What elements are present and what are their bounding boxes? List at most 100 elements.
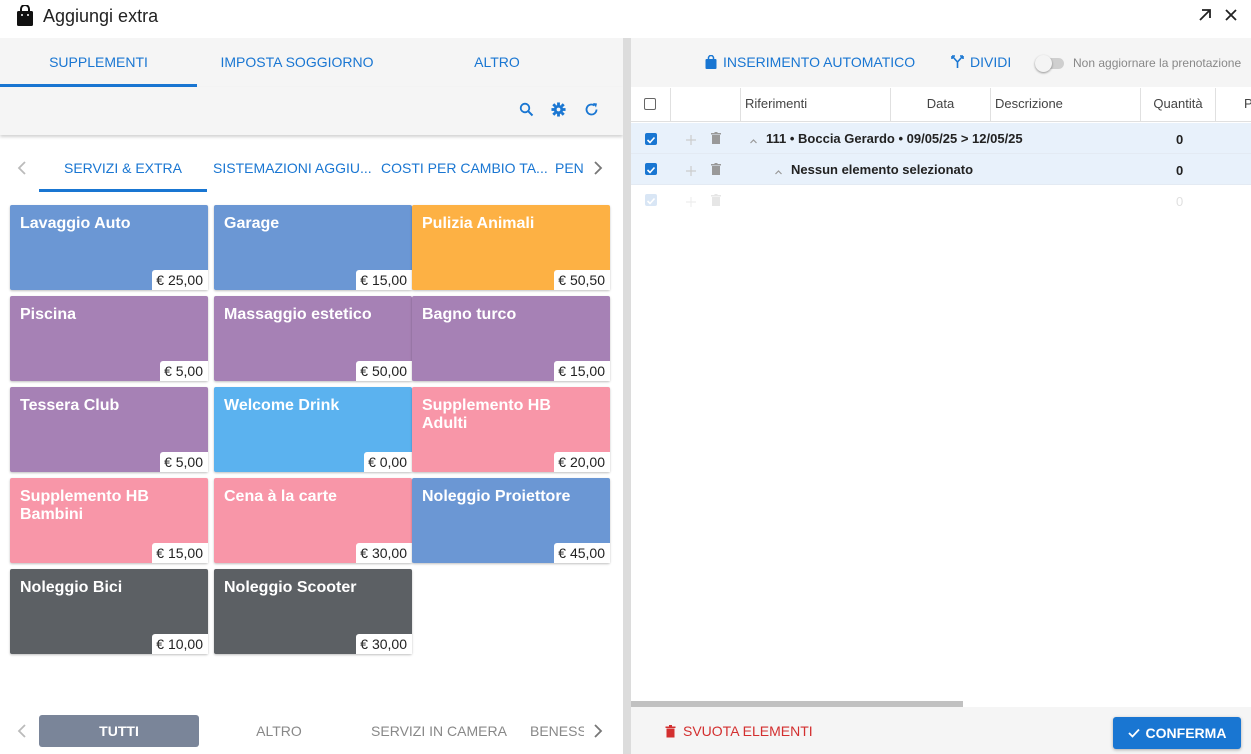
extra-price: € 0,00	[364, 452, 412, 472]
chevron-right-icon[interactable]	[592, 722, 604, 745]
extra-price: € 20,00	[554, 452, 610, 472]
row-quantity: 0	[1176, 132, 1184, 147]
column-descrizione[interactable]: Descrizione	[991, 88, 1141, 122]
extra-tile[interactable]: Noleggio Scooter € 30,00	[214, 569, 412, 654]
extra-tile[interactable]: Massaggio estetico € 50,00	[214, 296, 412, 381]
table-row[interactable]: Nessun elemento selezionato 0	[631, 154, 1251, 185]
tab-supplementi[interactable]: SUPPLEMENTI	[0, 38, 197, 87]
extra-price: € 15,00	[152, 543, 208, 563]
horizontal-scrollbar[interactable]	[631, 701, 963, 709]
plus-icon[interactable]	[686, 163, 696, 181]
extra-tile[interactable]: Tessera Club € 5,00	[10, 387, 208, 472]
extra-tile[interactable]: Piscina € 5,00	[10, 296, 208, 381]
extra-price: € 45,00	[554, 543, 610, 563]
group-tutti[interactable]: TUTTI	[39, 715, 199, 747]
panel-splitter[interactable]	[623, 38, 631, 754]
trash-icon[interactable]	[711, 131, 721, 149]
empty-selection-text: Nessun elemento selezionato	[791, 162, 974, 177]
extra-tile[interactable]: Lavaggio Auto € 25,00	[10, 205, 208, 290]
extra-tile[interactable]: Garage € 15,00	[214, 205, 412, 290]
row-checkbox[interactable]	[645, 133, 657, 145]
actions-header	[671, 88, 741, 122]
column-quantita[interactable]: Quantità	[1141, 88, 1216, 122]
extra-name: Piscina	[20, 306, 77, 323]
chevron-left-icon[interactable]	[16, 159, 28, 182]
check-icon	[1127, 728, 1140, 738]
chevron-up-icon[interactable]	[774, 164, 783, 182]
extra-name: Pulizia Animali	[422, 215, 535, 232]
group-altro[interactable]: ALTRO	[256, 723, 302, 739]
no-update-label: Non aggiornare la prenotazione	[1073, 56, 1242, 70]
select-all-cell	[631, 88, 671, 122]
confirm-button[interactable]: CONFERMA	[1113, 717, 1241, 749]
gear-icon[interactable]	[551, 102, 566, 122]
trash-icon	[665, 725, 676, 738]
selection-footer: SVUOTA ELEMENTI CONFERMA	[631, 707, 1251, 754]
column-data[interactable]: Data	[891, 88, 991, 122]
close-icon[interactable]	[1222, 6, 1240, 29]
extra-name: Lavaggio Auto	[20, 215, 131, 232]
auto-insert-label: INSERIMENTO AUTOMATICO	[723, 54, 916, 70]
chevron-left-icon[interactable]	[16, 722, 28, 745]
tab-imposta-soggiorno[interactable]: IMPOSTA SOGGIORNO	[220, 54, 374, 70]
extra-name: Cena à la carte	[224, 488, 337, 505]
extra-name: Noleggio Proiettore	[422, 488, 571, 505]
trash-icon[interactable]	[711, 162, 721, 180]
extras-panel: SUPPLEMENTI IMPOSTA SOGGIORNO ALTRO SERV…	[0, 38, 623, 754]
row-checkbox[interactable]	[645, 163, 657, 175]
category-tabs: SERVIZI & EXTRA SISTEMAZIONI AGGIU... CO…	[0, 146, 623, 192]
chevron-up-icon[interactable]	[749, 133, 758, 151]
split-button[interactable]: DIVIDI	[951, 54, 1011, 70]
extra-name: Welcome Drink	[224, 397, 340, 414]
extra-tile[interactable]: Cena à la carte € 30,00	[214, 478, 412, 563]
extra-tile[interactable]: Pulizia Animali € 50,50	[412, 205, 610, 290]
clear-items-label: SVUOTA ELEMENTI	[683, 723, 813, 739]
select-all-checkbox[interactable]	[644, 98, 656, 110]
row-quantity: 0	[1176, 163, 1184, 178]
category-pen[interactable]: PEN	[555, 160, 584, 176]
column-riferimenti[interactable]: Riferimenti	[741, 88, 891, 122]
shopping-bag-icon	[16, 4, 34, 32]
no-update-toggle[interactable]	[1035, 55, 1065, 72]
extra-price: € 30,00	[356, 634, 412, 654]
plus-icon	[686, 194, 696, 212]
group-benessere[interactable]: BENESS	[530, 723, 584, 739]
extra-name: Massaggio estetico	[224, 306, 372, 323]
expand-arrow-icon[interactable]	[1196, 6, 1214, 29]
extra-tile[interactable]: Welcome Drink € 0,00	[214, 387, 412, 472]
refresh-icon[interactable]	[584, 102, 599, 122]
category-servizi-extra[interactable]: SERVIZI & EXTRA	[39, 146, 207, 192]
extra-tile[interactable]: Noleggio Bici € 10,00	[10, 569, 208, 654]
group-tabs: TUTTI ALTRO SERVIZI IN CAMERA BENESS	[0, 712, 623, 750]
chevron-right-icon[interactable]	[592, 159, 604, 182]
tab-altro[interactable]: ALTRO	[474, 54, 520, 70]
extra-price: € 25,00	[152, 270, 208, 290]
split-label: DIVIDI	[970, 54, 1012, 70]
category-costi-cambio[interactable]: COSTI PER CAMBIO TA...	[381, 160, 548, 176]
extra-price: € 15,00	[356, 270, 412, 290]
clear-items-button[interactable]: SVUOTA ELEMENTI	[665, 723, 813, 739]
extra-tile[interactable]: Supplemento HB Bambini € 15,00	[10, 478, 208, 563]
group-servizi-in-camera[interactable]: SERVIZI IN CAMERA	[371, 723, 507, 739]
extra-name: Tessera Club	[20, 397, 120, 414]
extra-tile[interactable]: Supplemento HB Adulti € 20,00	[412, 387, 610, 472]
extra-price: € 5,00	[160, 361, 208, 381]
search-icon[interactable]	[519, 102, 534, 122]
extra-tile[interactable]: Bagno turco € 15,00	[412, 296, 610, 381]
extra-name: Noleggio Bici	[20, 579, 123, 596]
plus-icon[interactable]	[686, 132, 696, 150]
confirm-label: CONFERMA	[1145, 725, 1227, 741]
auto-insert-button[interactable]: INSERIMENTO AUTOMATICO	[705, 54, 915, 70]
extra-tile[interactable]: Noleggio Proiettore € 45,00	[412, 478, 610, 563]
extra-name: Garage	[224, 215, 280, 232]
tool-row	[0, 87, 623, 135]
category-sistemazioni[interactable]: SISTEMAZIONI AGGIU...	[213, 160, 372, 176]
column-p[interactable]: P	[1244, 96, 1251, 111]
table-row: 0	[631, 185, 1251, 216]
table-row[interactable]: 111 • Boccia Gerardo • 09/05/25 > 12/05/…	[631, 123, 1251, 154]
table-header: Riferimenti Data Descrizione Quantità P	[631, 88, 1251, 122]
extra-name: Noleggio Scooter	[224, 579, 357, 596]
extra-price: € 50,50	[554, 270, 610, 290]
split-icon	[951, 55, 964, 68]
row-quantity: 0	[1176, 194, 1184, 209]
